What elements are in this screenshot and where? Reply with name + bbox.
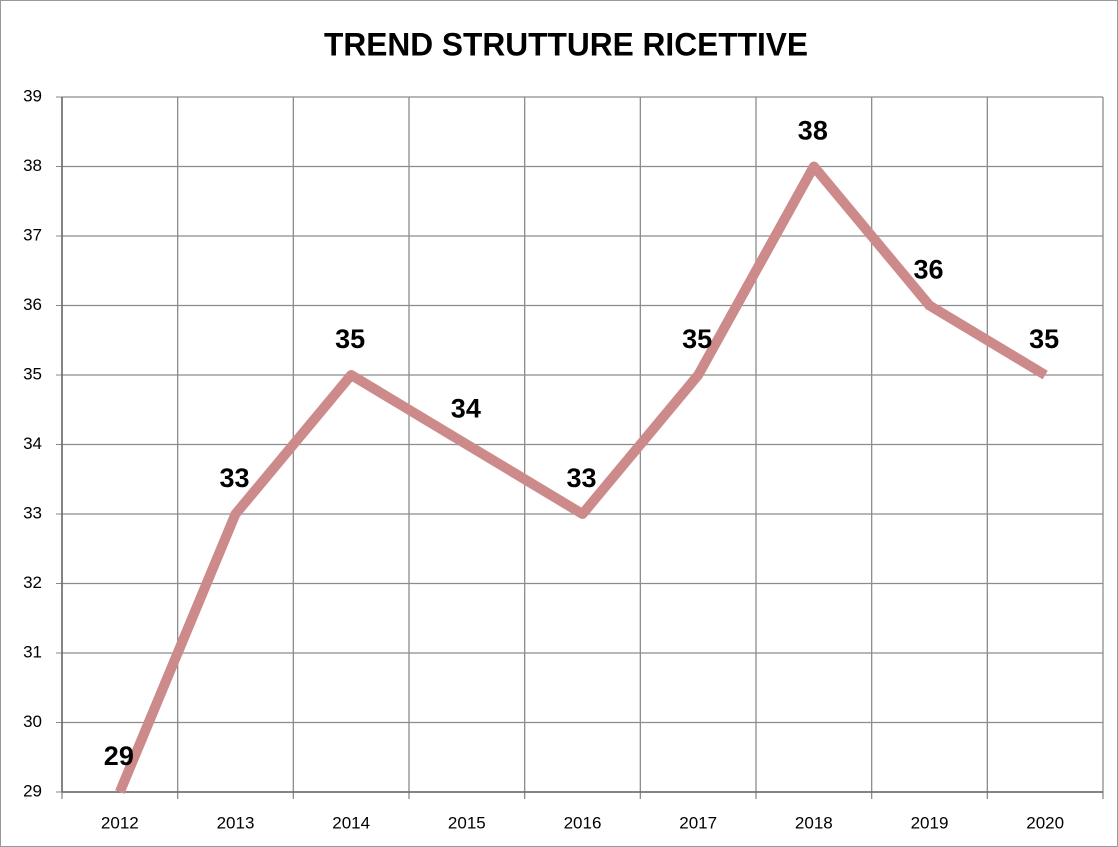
- x-tick-label: 2016: [564, 813, 602, 832]
- data-label: 36: [913, 255, 943, 285]
- data-label: 33: [219, 463, 249, 493]
- y-tick-label: 34: [23, 434, 42, 453]
- data-label: 38: [798, 116, 828, 146]
- x-tick-label: 2017: [679, 813, 717, 832]
- y-tick-label: 33: [23, 503, 42, 522]
- chart-title: TREND STRUTTURE RICETTIVE: [324, 26, 808, 62]
- data-label: 35: [335, 324, 365, 354]
- line-series: [115, 161, 1048, 794]
- y-tick-label: 36: [23, 295, 42, 314]
- data-label: 34: [451, 394, 481, 424]
- y-tick-label: 38: [23, 156, 42, 175]
- x-tick-label: 2019: [911, 813, 949, 832]
- y-tick-label: 39: [23, 86, 42, 105]
- y-tick-label: 30: [23, 712, 42, 731]
- data-label: 29: [104, 741, 134, 771]
- x-tick-label: 2018: [795, 813, 833, 832]
- y-tick-label: 29: [23, 781, 42, 800]
- x-tick-label: 2013: [217, 813, 255, 832]
- data-label: 35: [682, 324, 712, 354]
- y-tick-label: 37: [23, 225, 42, 244]
- x-tick-label: 2012: [101, 813, 139, 832]
- data-label: 35: [1029, 324, 1059, 354]
- x-tick-label: 2014: [332, 813, 370, 832]
- x-tick-label: 2020: [1026, 813, 1064, 832]
- data-label: 33: [566, 463, 596, 493]
- y-tick-label: 35: [23, 364, 42, 383]
- y-tick-label: 31: [23, 642, 42, 661]
- x-tick-label: 2015: [448, 813, 486, 832]
- y-tick-label: 32: [23, 573, 42, 592]
